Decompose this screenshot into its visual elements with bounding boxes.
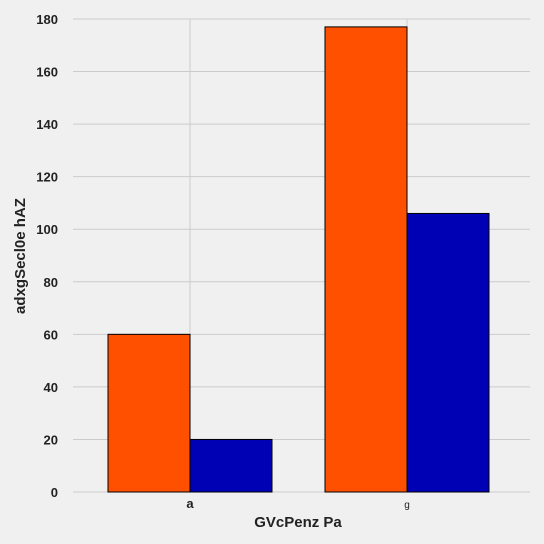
y-tick-label: 160 [36, 65, 58, 80]
y-tick-label: 20 [44, 432, 58, 447]
y-tick-label: 0 [51, 485, 58, 500]
y-tick-label: 60 [44, 327, 58, 342]
y-tick-label: 180 [36, 12, 58, 27]
x-axis-title: GVcPenz Pa [254, 514, 342, 531]
y-tick-label: 140 [36, 117, 58, 132]
x-tick-label: g [404, 500, 410, 511]
y-tick-labels: 0 20 40 60 80 100 120 140 160 180 [36, 12, 58, 500]
y-tick-label: 100 [36, 222, 58, 237]
bar [107, 333, 191, 493]
x-tick-label: a [186, 496, 194, 511]
y-tick-label: 40 [44, 380, 58, 395]
y-tick-label: 120 [36, 170, 58, 185]
y-axis-title: adxgSecl0e hAZ [12, 198, 29, 314]
bar [189, 438, 273, 493]
y-tick-label: 80 [44, 275, 58, 290]
bar [324, 26, 408, 493]
bars [107, 26, 490, 493]
bar [406, 212, 490, 493]
